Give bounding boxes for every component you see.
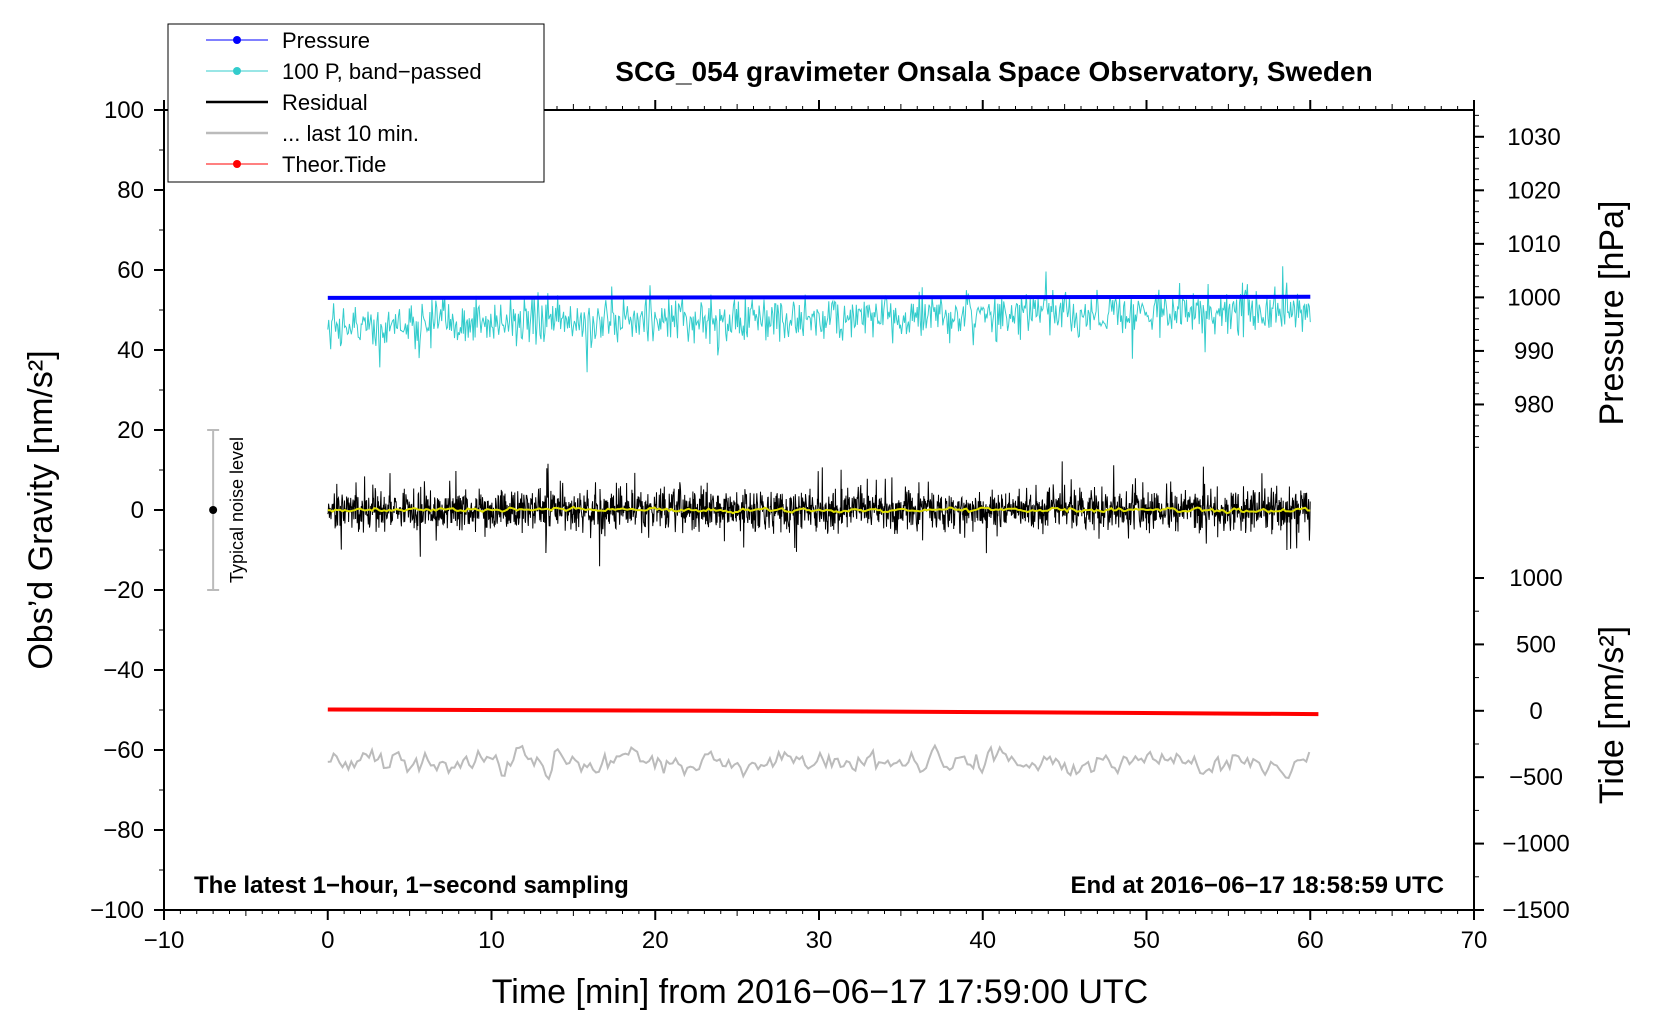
y-tick-label: −20 — [103, 577, 144, 604]
series-bandpassed-pressure — [327, 266, 1311, 373]
y-tick-label: 80 — [117, 177, 144, 204]
pressure-tick-label: 980 — [1514, 391, 1554, 418]
noise-level-indicator: Typical noise level — [207, 429, 247, 591]
legend-marker — [233, 160, 241, 168]
tide-tick-label: −500 — [1509, 764, 1563, 791]
y-axis-tide-title: Tide [nm/s²] — [1593, 626, 1631, 804]
x-tick-label: 70 — [1461, 927, 1488, 954]
tide-tick-label: −1000 — [1502, 831, 1569, 858]
legend: Pressure 100 P, band−passed Residual ... la… — [167, 23, 545, 183]
x-axis-title: Time [min] from 2016−06−17 17:59:00 UTC — [492, 973, 1148, 1011]
legend-label: 100 P, band−passed — [282, 59, 482, 84]
y-tick-label: 0 — [131, 497, 144, 524]
y-tick-label: −100 — [90, 897, 144, 924]
y-tick-label: −60 — [103, 737, 144, 764]
ticks-layer — [154, 100, 1484, 920]
y-axis-left-title: Obs’d Gravity [nm/s²] — [22, 350, 60, 669]
note-sampling: The latest 1−hour, 1−second sampling — [194, 872, 629, 899]
note-end-time: End at 2016−06−17 18:58:59 UTC — [1070, 872, 1444, 899]
x-tick-label: 50 — [1133, 927, 1160, 954]
legend-marker — [233, 67, 241, 75]
noise-level-label: Typical noise level — [227, 437, 247, 583]
x-tick-label: −10 — [144, 927, 185, 954]
series-last-10-min — [327, 743, 1311, 781]
pressure-tick-label: 1020 — [1507, 177, 1560, 204]
tick-labels-layer: −10 0 10 20 30 40 50 60 70100806040200−20−40−60−… — [90, 97, 1570, 954]
noise-bar-center-dot — [209, 506, 218, 514]
chart-title: SCG_054 gravimeter Onsala Space Observat… — [615, 56, 1372, 87]
tide-tick-label: 0 — [1529, 698, 1542, 725]
x-tick-label: 60 — [1297, 927, 1324, 954]
series-layer — [327, 266, 1319, 781]
pressure-tick-label: 990 — [1514, 338, 1554, 365]
x-tick-label: 20 — [642, 927, 669, 954]
tide-tick-label: 1000 — [1509, 565, 1562, 592]
legend-label: Theor.Tide — [282, 152, 386, 177]
series-pressure — [327, 294, 1311, 300]
tide-tick-label: 500 — [1516, 631, 1556, 658]
x-tick-label: 0 — [321, 927, 334, 954]
legend-label: Residual — [282, 90, 368, 115]
y-tick-label: 20 — [117, 417, 144, 444]
y-tick-label: 100 — [104, 97, 144, 124]
x-tick-label: 30 — [806, 927, 833, 954]
x-tick-label: 40 — [969, 927, 996, 954]
y-tick-label: −80 — [103, 817, 144, 844]
x-tick-label: 10 — [478, 927, 505, 954]
y-tick-label: −40 — [103, 657, 144, 684]
pressure-tick-label: 1010 — [1507, 231, 1560, 258]
tide-tick-label: −1500 — [1502, 897, 1569, 924]
legend-label: Pressure — [282, 28, 370, 53]
legend-marker — [233, 36, 241, 44]
y-tick-label: 40 — [117, 337, 144, 364]
y-tick-label: 60 — [117, 257, 144, 284]
y-axis-pressure-title: Pressure [hPa] — [1593, 201, 1631, 426]
legend-label: ... last 10 min. — [282, 121, 419, 146]
pressure-tick-label: 1000 — [1507, 284, 1560, 311]
pressure-tick-label: 1030 — [1507, 124, 1560, 151]
series-residual-smoothed — [327, 505, 1311, 515]
series-theor-tide — [327, 707, 1319, 717]
